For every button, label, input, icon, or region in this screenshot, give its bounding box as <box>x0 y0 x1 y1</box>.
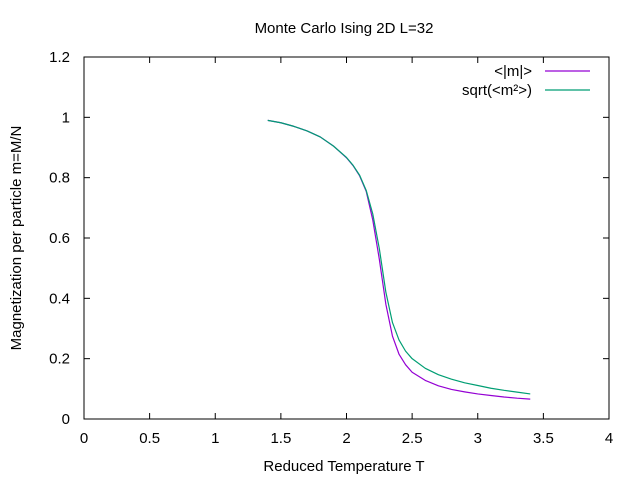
x-tick-label: 3.5 <box>533 430 554 447</box>
series-line-1 <box>267 119 531 395</box>
y-tick-label: 0.6 <box>49 230 70 247</box>
x-axis-ticks: 0 0.5 1 1.5 2 2.5 3 3.5 4 <box>80 57 613 447</box>
y-axis-label: Magnetization per particle m=M/N <box>8 126 25 351</box>
y-tick-label: 0 <box>62 411 70 428</box>
y-tick-label: 1 <box>62 109 70 126</box>
x-tick-label: 2 <box>342 430 350 447</box>
y-axis-ticks: 0 0.2 0.4 0.6 0.8 1 1.2 <box>49 49 609 428</box>
x-tick-label: 1 <box>211 430 219 447</box>
y-tick-label: 1.2 <box>49 49 70 66</box>
x-axis-label: Reduced Temperature T <box>263 458 424 475</box>
chart-title: Monte Carlo Ising 2D L=32 <box>255 20 434 37</box>
y-tick-label: 0.2 <box>49 351 70 368</box>
y-tick-label: 0.4 <box>49 290 70 307</box>
x-tick-label: 0.5 <box>139 430 160 447</box>
y-tick-label: 0.8 <box>49 170 70 187</box>
x-tick-label: 3 <box>474 430 482 447</box>
x-tick-label: 1.5 <box>270 430 291 447</box>
x-tick-label: 0 <box>80 430 88 447</box>
legend: <|m|> sqrt(<m²>) <box>462 63 590 99</box>
x-tick-label: 2.5 <box>402 430 423 447</box>
legend-label-1: sqrt(<m²>) <box>462 82 532 99</box>
x-tick-label: 4 <box>605 430 613 447</box>
legend-label-0: <|m|> <box>494 63 532 80</box>
series-layer <box>267 119 531 400</box>
